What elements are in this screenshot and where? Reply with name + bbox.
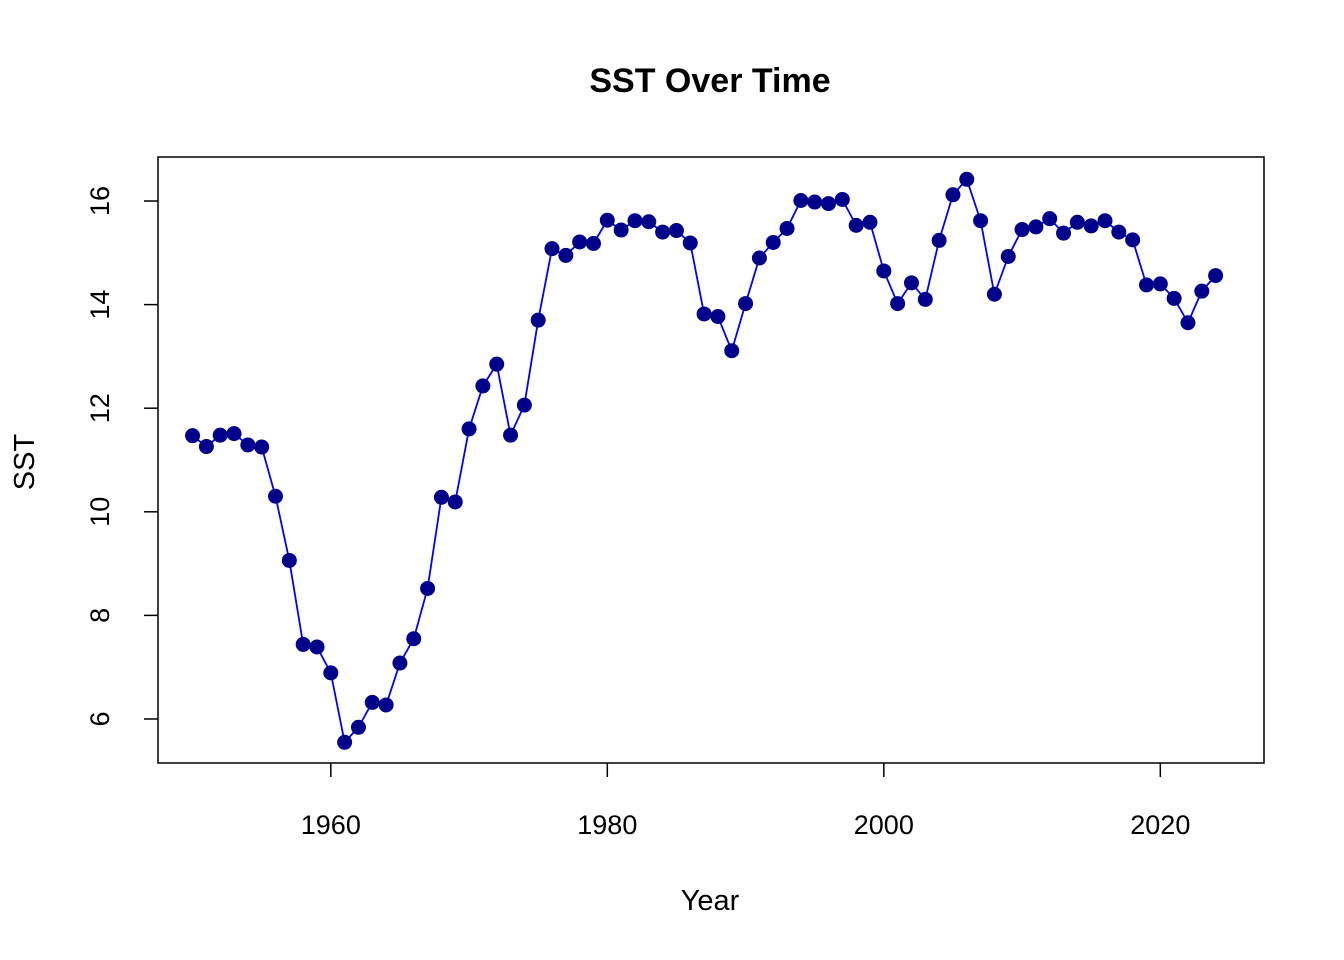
data-point [613,222,629,238]
data-point [862,214,878,230]
data-point [323,665,339,681]
data-point [364,694,380,710]
data-point [834,191,850,207]
data-point [765,234,781,250]
x-tick-label: 1960 [301,810,361,840]
y-tick-label: 10 [85,497,115,527]
data-point [1180,315,1196,331]
data-point [1111,224,1127,240]
data-point [433,489,449,505]
data-point [641,214,657,230]
data-point [599,212,615,228]
data-point [986,286,1002,302]
data-point [1042,211,1058,227]
data-point [682,235,698,251]
data-point [917,291,933,307]
data-point [807,194,823,210]
data-point [185,428,201,444]
data-point [945,187,961,203]
data-point [420,580,436,596]
data-point [779,220,795,236]
data-point [1083,218,1099,234]
data-point [447,494,463,510]
y-tick-label: 16 [85,186,115,216]
data-point [1056,225,1072,241]
data-point [1138,277,1154,293]
series-layer [185,171,1224,750]
y-axis: 6 8 10 12 14 16 [85,186,158,726]
data-point [710,309,726,325]
data-point [959,171,975,187]
data-point [890,296,906,312]
data-point [516,397,532,413]
data-point [973,213,989,229]
data-point [793,193,809,209]
data-point [572,234,588,250]
data-point [1028,219,1044,235]
data-point [503,427,519,443]
data-point [655,224,671,240]
data-point [1166,290,1182,306]
data-point [751,250,767,266]
data-point [378,697,394,713]
data-point [668,223,684,239]
data-point [337,734,353,750]
data-point [1208,268,1224,284]
data-point [281,552,297,568]
data-point [848,217,864,233]
data-point [724,343,740,359]
data-point [544,241,560,257]
x-axis: 1960 1980 2000 2020 [301,763,1190,840]
x-tick-label: 2000 [854,810,914,840]
data-point [1069,214,1085,230]
data-point [392,655,408,671]
data-point [1097,213,1113,229]
data-point [295,636,311,652]
chart-title: SST Over Time [589,62,830,100]
sst-series-line [192,177,1217,745]
data-point [198,439,214,455]
data-point [738,296,754,312]
data-point [489,356,505,372]
data-point [1194,283,1210,299]
data-point [268,488,284,504]
data-point [240,437,256,453]
data-point [226,426,242,442]
data-point [254,439,270,455]
y-tick-label: 8 [85,608,115,623]
data-point [309,639,325,655]
data-point [696,306,712,322]
data-point [1014,222,1030,238]
x-tick-label: 1980 [577,810,637,840]
data-point [931,232,947,248]
data-point [530,312,546,328]
data-point [558,247,574,263]
y-tick-label: 12 [85,393,115,423]
data-point [350,719,366,735]
plot-frame [157,156,1265,764]
data-point [475,378,491,394]
data-point [1152,276,1168,292]
x-axis-label: Year [681,885,740,917]
data-point [212,427,228,443]
x-tick-label: 2020 [1130,810,1190,840]
y-tick-label: 14 [85,290,115,320]
data-point [876,263,892,279]
data-point [903,275,919,291]
data-point [585,235,601,251]
data-point [461,421,477,437]
data-point [821,196,837,212]
data-point [1000,248,1016,264]
data-point [406,631,422,647]
data-point [1125,232,1141,248]
y-axis-label: SST [9,434,41,491]
y-tick-label: 6 [85,711,115,726]
data-point [627,213,643,229]
